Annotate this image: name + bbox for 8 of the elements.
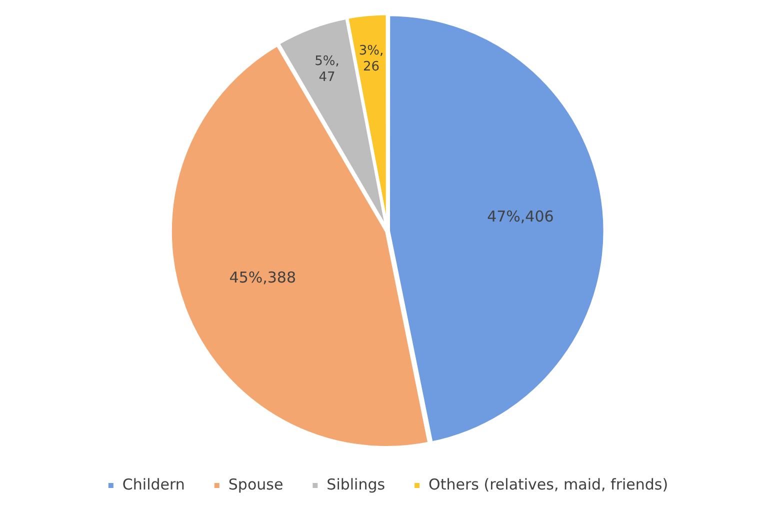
legend-label: Others (relatives, maid, friends) (428, 475, 668, 494)
legend-label: Spouse (228, 475, 284, 494)
data-label: 3%,26 (358, 44, 384, 75)
legend-label: Childern (122, 475, 185, 494)
data-label: 45%,388 (229, 268, 296, 286)
legend-label: Siblings (326, 475, 386, 494)
data-label: 47%,406 (487, 208, 554, 226)
data-label: 5%,47 (314, 54, 340, 85)
